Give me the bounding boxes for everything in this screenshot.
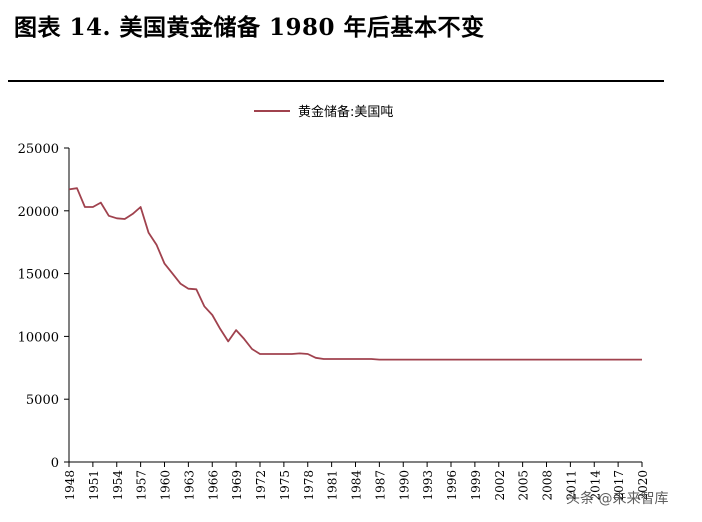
y-axis: 0 5000 10000 15000 20000 25000 [18,142,70,471]
y-tick-label: 20000 [18,205,59,220]
y-tick-label: 10000 [18,330,59,345]
legend-label: 黄金储备:美国吨 [298,104,393,120]
title-divider [8,80,664,82]
y-tick-label: 15000 [18,268,59,283]
chart-title: 图表 14. 美国黄金储备 1980 年后基本不变 [14,14,485,41]
x-tick-label: 1960 [159,470,173,501]
watermark: 头条 @未来智库 [566,491,669,507]
x-tick-label: 1996 [445,470,459,501]
x-axis: 1948 1951 1954 1957 1960 1963 1966 1969 1972 1975… [63,461,650,501]
x-tick-label: 2014 [588,470,602,501]
x-tick-label: 2008 [541,470,555,501]
y-tick-label: 0 [51,456,59,471]
x-tick-label: 1948 [63,470,77,501]
x-tick-label: 1984 [350,470,364,501]
x-tick-label: 2002 [493,470,507,501]
x-tick-label: 1999 [469,470,483,501]
series-line [68,187,642,361]
x-tick-label: 2005 [517,470,531,501]
x-tick-label: 2017 [612,470,626,501]
x-tick-label: 1993 [421,470,435,501]
y-tick-label: 25000 [18,142,59,157]
x-tick-label: 1951 [87,470,101,501]
x-tick-label: 1978 [302,470,316,501]
x-tick-label: 2020 [636,470,650,501]
x-tick-label: 1987 [373,470,387,501]
x-tick-label: 2011 [564,470,578,501]
x-tick-label: 1990 [397,470,411,501]
y-tick-label: 5000 [26,393,59,408]
x-tick-label: 1966 [206,470,220,501]
legend: 黄金储备:美国吨 [254,104,393,120]
x-tick-label: 1981 [326,470,340,501]
x-tick-label: 1975 [278,470,292,501]
x-tick-label: 1969 [230,470,244,501]
x-tick-label: 1954 [111,470,125,501]
x-tick-label: 1963 [182,470,196,501]
series-layer [68,187,642,361]
x-tick-label: 1957 [135,470,149,501]
x-tick-label: 1972 [254,470,268,501]
